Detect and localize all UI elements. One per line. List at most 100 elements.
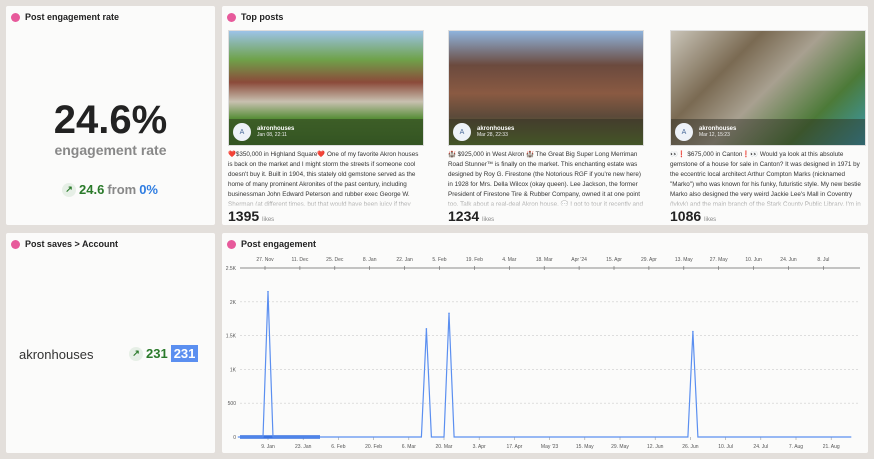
top-x-tick-label: 22. Jan bbox=[396, 257, 413, 263]
engagement-chart[interactable]: 0 500 1K 1.5K 2K 2.5K 27. Nov 11. Dec 25. Dec 8. … bbox=[222, 233, 868, 453]
bottom-x-tick-label: 20. Mar bbox=[436, 444, 453, 450]
panel-title: Post engagement rate bbox=[11, 12, 119, 22]
y-tick-label: 1K bbox=[230, 367, 237, 373]
top-x-tick-label: 27. May bbox=[710, 257, 728, 263]
data-point bbox=[425, 328, 428, 330]
top-x-tick-label: 19. Feb bbox=[466, 257, 483, 263]
username: akronhouses bbox=[477, 126, 515, 132]
saves-change: 231 bbox=[146, 346, 168, 361]
bottom-x-tick-label: 20. Feb bbox=[365, 444, 382, 450]
likes-value: 1234 bbox=[448, 208, 480, 224]
post-date: Jan 08, 22:11 bbox=[257, 132, 287, 138]
panel-title: Top posts bbox=[227, 12, 283, 22]
bottom-x-tick-label: 7. Aug bbox=[789, 444, 803, 450]
bottom-x-tick-label: 6. Feb bbox=[331, 444, 345, 450]
title-text: Post saves > Account bbox=[25, 239, 118, 249]
top-x-tick-label: 29. Apr bbox=[641, 257, 657, 263]
likes-label: likes bbox=[704, 217, 717, 223]
top-x-tick-label: 24. Jun bbox=[780, 257, 797, 263]
bottom-x-tick-label: May '23 bbox=[541, 444, 559, 450]
top-x-tick-label: 4. Mar bbox=[502, 257, 517, 263]
instagram-icon bbox=[11, 12, 20, 22]
top-x-tick-label: Apr '24 bbox=[571, 257, 587, 263]
avatar: A bbox=[675, 123, 693, 141]
arrow-up-right-icon: ↗ bbox=[129, 346, 143, 361]
title-text: Top posts bbox=[241, 12, 284, 22]
top-x-tick-label: 27. Nov bbox=[256, 257, 274, 263]
post-caption: 👀❗ $675,000 in Canton❗👀 Would ya look at… bbox=[670, 151, 861, 206]
top-x-tick-label: 10. Jun bbox=[745, 257, 762, 263]
likes-value: 1395 bbox=[228, 208, 260, 224]
from-value: 0% bbox=[139, 182, 158, 197]
likes-count: 1395 likes bbox=[228, 208, 424, 224]
avatar: A bbox=[453, 123, 471, 141]
saves-indicator: ↗ 231 231 bbox=[129, 345, 199, 362]
engagement-rate-value: 24.6% bbox=[53, 98, 168, 142]
change-indicator: ↗ 24.6 from 0% bbox=[62, 182, 158, 197]
bottom-x-tick-label: 21. Aug bbox=[823, 444, 840, 450]
bottom-x-tick-label: 24. Jul bbox=[753, 444, 768, 450]
bottom-x-tick-label: 12. Jun bbox=[647, 444, 664, 450]
post-date: Mar 12, 15:23 bbox=[699, 132, 730, 138]
top-x-tick-label: 11. Dec bbox=[291, 257, 308, 263]
username: akronhouses bbox=[699, 126, 737, 132]
y-tick-label: 0 bbox=[233, 435, 236, 441]
post-caption: 🏰 $925,000 in West Akron 🏰 The Great Big… bbox=[448, 151, 643, 206]
top-x-tick-label: 5. Feb bbox=[432, 257, 446, 263]
instagram-icon bbox=[227, 12, 236, 22]
username: akronhouses bbox=[257, 126, 295, 132]
arrow-up-right-icon: ↗ bbox=[62, 182, 76, 197]
y-tick-label: 500 bbox=[228, 401, 237, 407]
y-tick-label: 2.5K bbox=[226, 266, 237, 272]
bottom-x-tick-label: 6. Mar bbox=[402, 444, 417, 450]
y-tick-label: 1.5K bbox=[226, 334, 237, 340]
top-x-tick-label: 8. Jul bbox=[817, 257, 829, 263]
instagram-icon bbox=[227, 239, 236, 249]
top-x-tick-label: 15. Apr bbox=[606, 257, 622, 263]
bottom-x-tick-label: 3. Apr bbox=[473, 444, 486, 450]
likes-label: likes bbox=[262, 217, 275, 223]
account-name[interactable]: akronhouses bbox=[19, 347, 94, 362]
bottom-x-tick-label: 15. May bbox=[576, 444, 594, 450]
bottom-x-tick-label: 26. Jun bbox=[682, 444, 699, 450]
bottom-x-tick-label: 29. May bbox=[611, 444, 629, 450]
post-engagement-panel: Post engagement 0 500 1K 1.5K 2K 2.5K 27. Nov 1… bbox=[222, 233, 868, 453]
likes-count: 1234 likes bbox=[448, 208, 644, 224]
bottom-x-tick-label: 17. Apr bbox=[506, 444, 522, 450]
top-x-tick-label: 18. Mar bbox=[536, 257, 553, 263]
likes-count: 1086 likes bbox=[670, 208, 866, 224]
panel-title: Post saves > Account bbox=[11, 239, 118, 249]
top-x-tick-label: 13. May bbox=[675, 257, 693, 263]
bottom-x-tick-label: 10. Jul bbox=[718, 444, 733, 450]
instagram-icon bbox=[11, 239, 20, 249]
data-point bbox=[448, 312, 450, 315]
post-date: Mar 28, 22:33 bbox=[477, 132, 508, 138]
change-value: 24.6 bbox=[79, 182, 105, 197]
chart-title: Post engagement bbox=[241, 239, 317, 249]
likes-label: likes bbox=[482, 217, 495, 223]
saves-value: 231 bbox=[170, 345, 199, 362]
title-text: Post engagement rate bbox=[25, 12, 120, 22]
likes-value: 1086 bbox=[670, 208, 702, 224]
engagement-rate-panel: Post engagement rate 24.6% engagement ra… bbox=[6, 6, 215, 225]
bottom-x-tick-label: 23. Jan bbox=[295, 444, 312, 450]
data-point bbox=[692, 330, 694, 333]
post-saves-panel: Post saves > Account akronhouses ↗ 231 2… bbox=[6, 233, 215, 453]
panel-title: Post engagement bbox=[227, 239, 316, 249]
from-label: from bbox=[107, 182, 137, 197]
y-tick-label: 2K bbox=[230, 300, 237, 306]
engagement-rate-label: engagement rate bbox=[54, 142, 167, 158]
bottom-x-tick-label: 9. Jan bbox=[261, 444, 275, 450]
series-line bbox=[237, 291, 852, 438]
top-x-tick-label: 8. Jan bbox=[363, 257, 377, 263]
